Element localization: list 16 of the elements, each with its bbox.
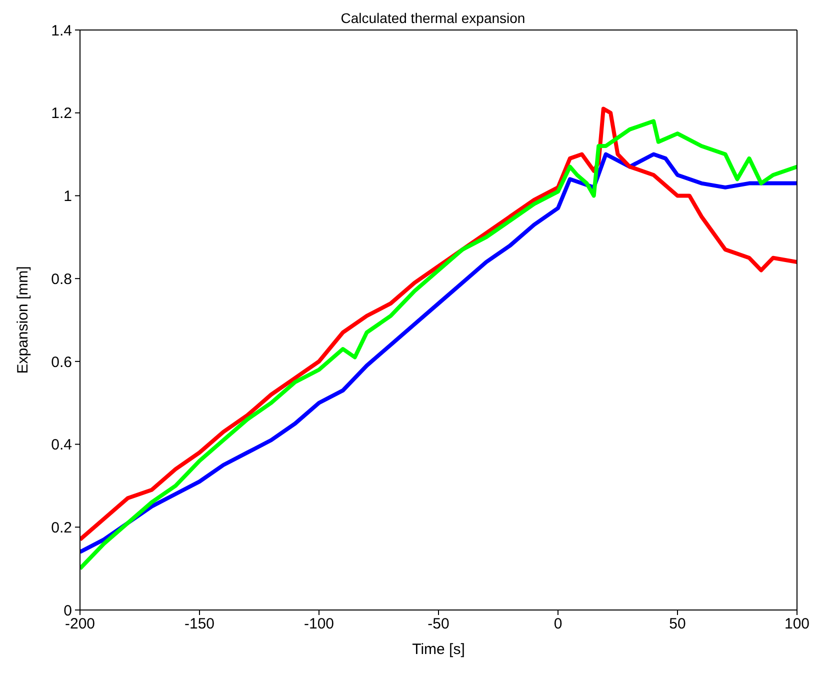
- y-tick-label: 0.6: [51, 354, 72, 371]
- y-tick-label: 1.4: [51, 22, 72, 40]
- x-tick-label: -50: [428, 616, 450, 633]
- y-tick-label: 1: [64, 188, 72, 206]
- x-tick-label: 50: [669, 616, 686, 633]
- x-tick-label: 0: [554, 616, 562, 633]
- x-axis-title: Time [s]: [412, 641, 465, 658]
- x-tick-label: -150: [184, 616, 215, 633]
- y-tick-label: 0.2: [51, 519, 72, 536]
- x-tick-label: 100: [784, 616, 810, 633]
- y-tick-label: 0.4: [51, 436, 72, 454]
- y-tick-label: 1.2: [51, 105, 72, 122]
- y-axis-title: Expansion [mm]: [14, 266, 32, 374]
- chart-title: Calculated thermal expansion: [340, 10, 526, 26]
- x-tick-label: -100: [304, 616, 334, 633]
- y-tick-label: 0.8: [51, 270, 72, 288]
